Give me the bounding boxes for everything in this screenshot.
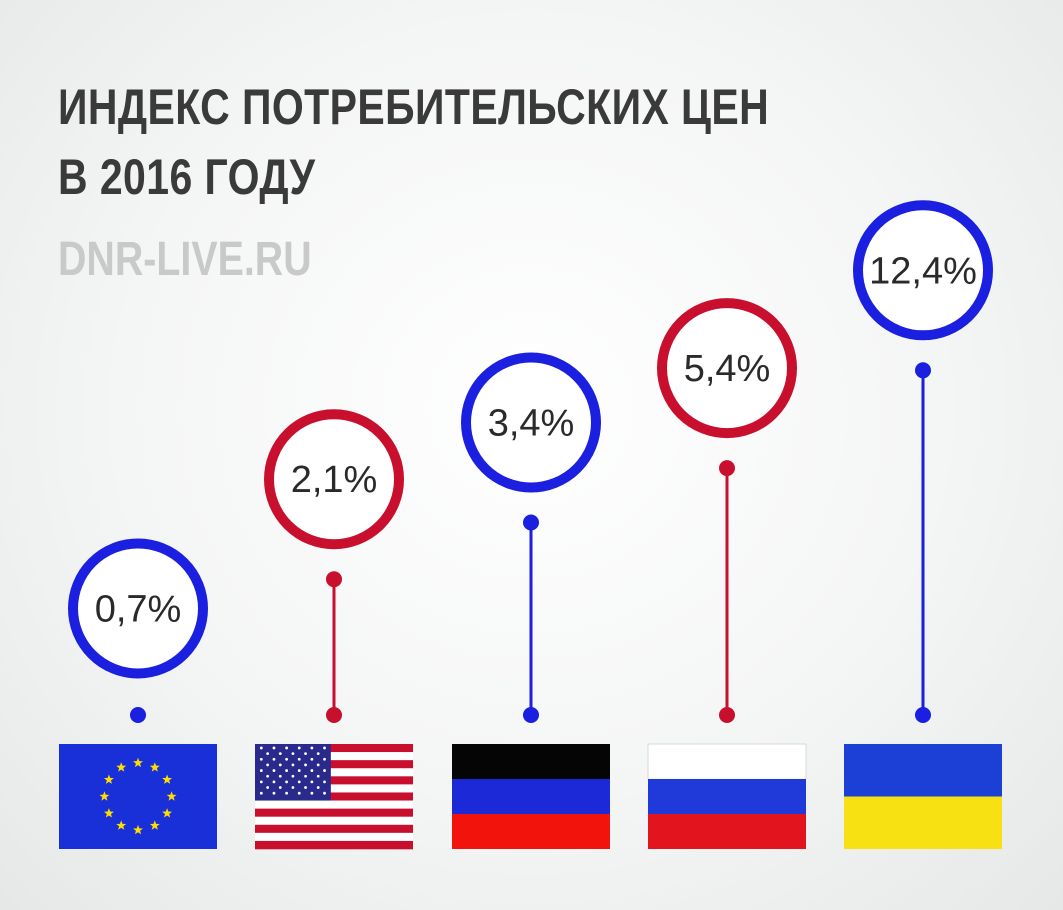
source-watermark: DNR-LIVE.RU — [58, 233, 312, 286]
data-point: 2,1% — [255, 409, 413, 850]
value-label: 3,4% — [488, 403, 575, 445]
stem-base-dot — [915, 707, 931, 723]
eu-star — [103, 774, 114, 784]
eu-star — [133, 757, 143, 768]
stem-base-dot — [130, 707, 146, 723]
data-point: 3,4% — [452, 352, 610, 849]
usa-flag — [255, 744, 413, 850]
stem-top-dot — [326, 571, 342, 588]
data-point: 12,4% — [844, 200, 1002, 849]
data-point: 5,4% — [647, 298, 807, 849]
eu-flag — [59, 744, 217, 849]
value-ring — [853, 200, 993, 341]
eu-star — [166, 791, 177, 801]
chart-title: ИНДЕКС ПОТРЕБИТЕЛЬСКИХ ЦЕН В 2016 ГОДУ — [58, 72, 769, 212]
russia-flag — [647, 743, 807, 849]
stem-top-dot — [719, 460, 735, 477]
dpr-flag — [452, 744, 610, 849]
stem-base-dot — [719, 707, 735, 723]
eu-star — [116, 820, 127, 830]
data-point: 0,7% — [59, 538, 217, 849]
stem-top-dot — [523, 514, 539, 531]
value-ring — [264, 409, 404, 550]
eu-star — [133, 824, 143, 835]
title-line-2: В 2016 ГОДУ — [58, 149, 316, 205]
title-line-1: ИНДЕКС ПОТРЕБИТЕЛЬСКИХ ЦЕН — [58, 79, 770, 135]
value-label: 5,4% — [684, 348, 771, 390]
stem-base-dot — [523, 707, 539, 723]
eu-star — [116, 762, 127, 772]
ukraine-flag — [844, 744, 1002, 849]
eu-star — [162, 774, 173, 784]
stem-base-dot — [326, 707, 342, 723]
value-ring — [657, 298, 797, 439]
eu-star — [149, 762, 160, 772]
eu-star — [149, 820, 160, 830]
value-label: 12,4% — [869, 250, 977, 292]
eu-star — [162, 808, 173, 818]
eu-star — [99, 791, 110, 801]
eu-star — [103, 808, 114, 818]
value-label: 2,1% — [291, 459, 378, 501]
stem-top-dot — [915, 362, 931, 379]
value-label: 0,7% — [95, 588, 182, 630]
value-ring — [461, 352, 601, 493]
value-ring — [68, 538, 208, 679]
